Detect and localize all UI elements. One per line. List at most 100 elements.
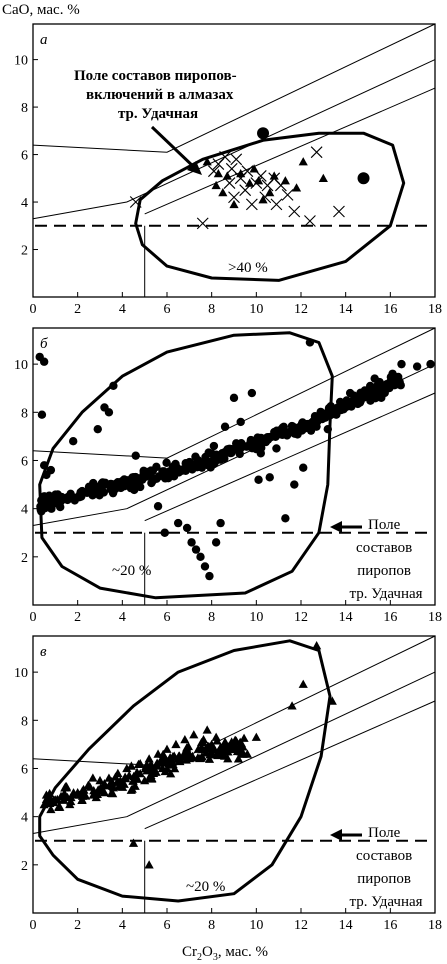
panel-b-point-s0-26	[229, 393, 239, 403]
panel-c-x-tick-label-7: 14	[339, 918, 353, 933]
panel-a-annotation-line-2: включений в алмазах	[86, 87, 234, 103]
panel-c-x-tick-label-0: 0	[30, 918, 37, 933]
panel-b-point-s0-9	[104, 408, 114, 417]
panel-b-point-s0-23	[216, 518, 225, 528]
x-axis-title-part-2: 2	[197, 952, 202, 963]
panel-a-point-s2-0	[257, 127, 270, 140]
panel-c-dense-point-132	[157, 753, 167, 762]
panel-b-point-s0-17	[187, 538, 196, 547]
panel-b-dense-point-338	[386, 379, 396, 389]
panel-c-point-s0-2	[46, 804, 56, 814]
panel-b-point-s0-29	[254, 475, 263, 484]
panel-b-annotation-line-4: тр. Удачная	[349, 586, 422, 602]
panel-c-dense-point-183	[92, 789, 102, 799]
panel-a-label: а	[40, 32, 48, 48]
panel-c-dense-point-51	[183, 741, 194, 751]
panel-b-dense-point-337	[237, 438, 246, 448]
panel-c-x-tick-label-5: 10	[249, 918, 263, 933]
panel-a-point-s1-6	[236, 168, 246, 178]
panel-b-x-tick-label-1: 2	[74, 610, 81, 625]
panel-a-point-s1-0	[202, 157, 212, 166]
panel-a-point-s0-6	[225, 162, 238, 175]
panel-c-point-s0-49	[298, 679, 308, 688]
panel-b-y-tick-label-2: 6	[21, 454, 28, 469]
panel-c-x-tick-label-1: 2	[74, 918, 81, 933]
panel-c-x-tick-label-6: 12	[294, 918, 308, 933]
panel-a-y-tick-label-2: 6	[21, 149, 28, 164]
panel-b-annotation-line-2: составов	[356, 540, 412, 556]
panel-a-point-s1-15	[298, 157, 308, 166]
panel-c-dense-point-160	[114, 782, 124, 791]
panel-b-dense-point-317	[40, 492, 49, 501]
panel-b-point-s0-14	[160, 528, 169, 537]
panel-b-dense-point-349	[346, 398, 356, 407]
panel-b-dense-point-352	[212, 453, 221, 463]
panel-b-point-s0-10	[109, 381, 118, 391]
panel-a-point-s0-0	[129, 196, 142, 208]
panel-b-y-tick-label-1: 4	[21, 503, 28, 518]
panel-a-point-s0-21	[288, 205, 301, 218]
panel-a-ref-line-upper	[32, 23, 436, 153]
panel-b-dense-point-266	[181, 466, 190, 475]
panel-a-point-s0-24	[333, 205, 345, 218]
panel-a-point-s0-8	[230, 153, 243, 166]
panel-b-point-s0-42	[412, 362, 422, 371]
panel-c-point-s0-51	[327, 696, 337, 705]
panel-c-dense-point-157	[107, 776, 117, 786]
panel-b-point-s0-22	[211, 538, 221, 547]
panel-c-x-tick-label-3: 6	[164, 918, 171, 933]
panel-c-dense-point-163	[45, 788, 55, 798]
panel-c-dense-point-138	[106, 788, 116, 798]
panel-c-dense-point-187	[45, 792, 55, 802]
panel-a-point-s1-5	[229, 199, 239, 209]
panel-a-point-s0-20	[281, 189, 294, 201]
panel-a-point-s1-1	[211, 180, 221, 190]
panel-c-point-s0-24	[144, 754, 154, 763]
panel-b-point-s0-20	[200, 562, 210, 571]
panel-b-point-s0-11	[131, 451, 140, 460]
panel-b-dense-point-354	[147, 478, 156, 488]
panel-c-y-tick-label-4: 10	[14, 666, 28, 681]
panel-b-dense-point-289	[162, 458, 171, 467]
panel-c-dense-point-135	[68, 790, 78, 799]
panel-b-point-s0-27	[236, 417, 245, 427]
panel-a-point-s0-4	[219, 151, 231, 163]
panel-b-point-s0-35	[299, 463, 308, 472]
panel-b-field-outline	[38, 331, 334, 600]
panel-c-x-tick-label-8: 16	[383, 918, 397, 933]
panel-b-point-s0-25	[220, 422, 230, 431]
panel-c-y-tick-label-2: 6	[21, 762, 28, 777]
panel-c-field-label: ~20 %	[186, 879, 225, 895]
panel-c-dense-point-142	[61, 781, 72, 791]
panel-a-annotation-line-3: тр. Удачная	[118, 106, 198, 122]
panel-b-dense-point-155	[47, 504, 56, 513]
panel-a-ref-line-mid	[32, 59, 436, 220]
panel-b-point-s0-37	[323, 424, 332, 434]
panel-b-point-s0-33	[281, 514, 290, 523]
panel-b-dense-point-359	[375, 377, 384, 387]
panel-c-point-s0-50	[312, 641, 322, 650]
panel-a-x-tick-label-5: 10	[249, 302, 263, 317]
panel-b-x-tick-label-5: 10	[249, 610, 263, 625]
panel-c-dense-point-175	[181, 755, 191, 764]
panel-c-dense-point-156	[212, 750, 222, 759]
panel-a-point-s0-1	[196, 217, 209, 230]
panel-b-x-tick-label-8: 16	[383, 610, 397, 625]
panel-c-point-s0-11	[95, 775, 105, 785]
panel-b-dense-point-294	[37, 507, 46, 516]
panel-c-dense-point-128	[198, 734, 209, 744]
panel-a-y-tick-label-0: 2	[21, 244, 28, 259]
panel-b-point-s0-32	[272, 444, 281, 453]
panel-b-y-tick-label-0: 2	[21, 551, 28, 566]
panel-c-dense-point-174	[75, 790, 85, 799]
panel-c-dense-point-148	[54, 802, 64, 811]
panel-b-dense-point-242	[220, 448, 229, 457]
panel-c-x-tick-label-9: 18	[428, 918, 442, 933]
panel-a: а >40 % Поле составов пиропов- включений…	[14, 23, 442, 317]
panel-b-dense-point-356	[247, 443, 257, 453]
panel-b-x-tick-label-0: 0	[30, 610, 37, 625]
panel-b-x-tick-label-2: 4	[119, 610, 126, 625]
panel-c-point-s0-44	[233, 754, 244, 763]
panel-b-point-s0-3	[39, 461, 49, 470]
